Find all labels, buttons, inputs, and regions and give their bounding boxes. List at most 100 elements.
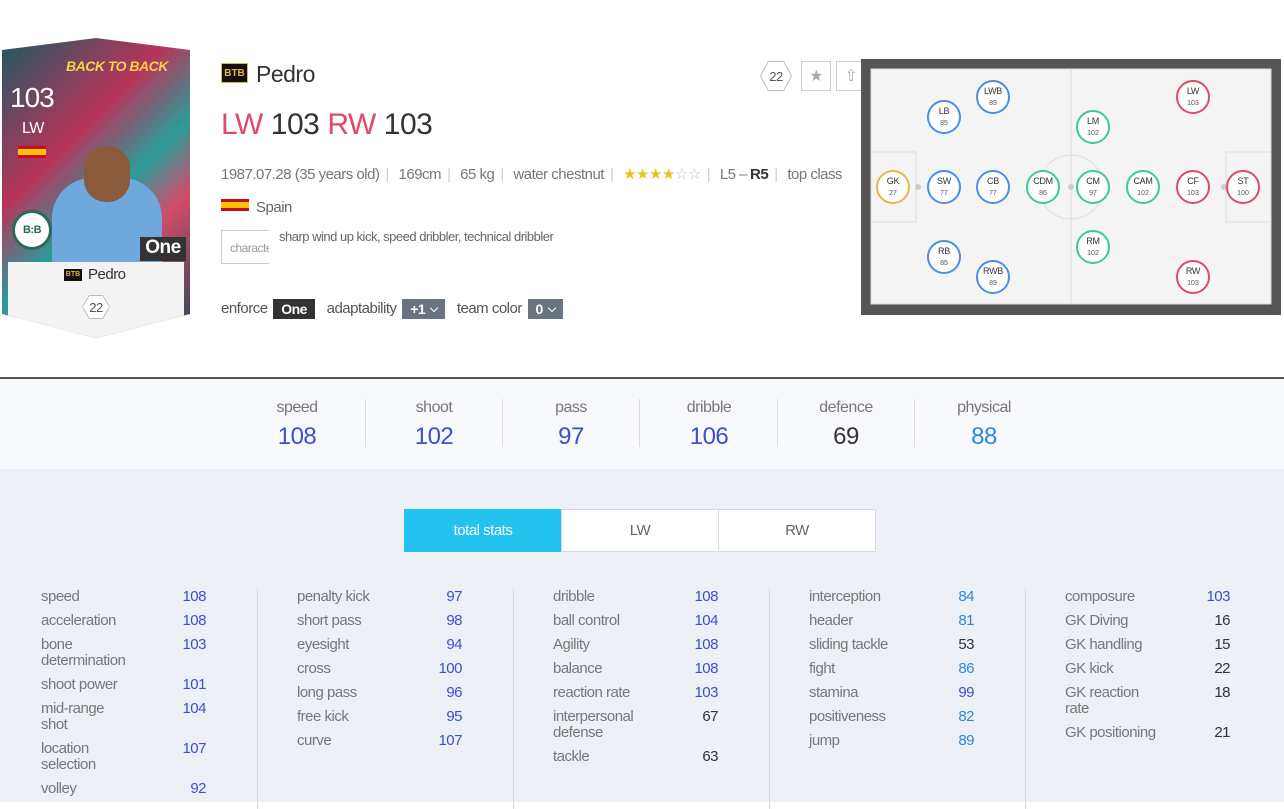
summary-divider: [502, 399, 503, 447]
formation-pitch: GK 27 LB 85 SW 77 RB 85 LWB 89 CB 77 RWB 89 CDM 86 LM 102…: [861, 59, 1281, 315]
node-value: 77: [940, 190, 948, 197]
birth: 1987.07.28 (35 years old): [221, 166, 380, 183]
stat-row: long pass 96: [297, 684, 463, 701]
position-node: [1176, 260, 1210, 294]
summary-label: physical: [957, 399, 1011, 416]
node-position: LB: [939, 106, 950, 116]
stat-label: mid-range shot: [41, 700, 105, 733]
stat-row: header 81: [809, 613, 975, 629]
stat-value: 86: [958, 660, 974, 677]
column-divider: [257, 589, 258, 809]
stat-row: GK Diving 16: [1065, 612, 1231, 629]
position-node: [927, 100, 961, 134]
stat-label: speed: [41, 588, 80, 605]
card-badge: One: [140, 237, 186, 261]
summary-label: defence: [819, 399, 873, 416]
stat-row: short pass 98: [297, 612, 463, 629]
pitch-spot: [1068, 184, 1074, 190]
stat-value: 104: [182, 700, 206, 717]
stat-label: interpersonal defense: [553, 708, 634, 741]
tab[interactable]: LW: [561, 509, 719, 552]
stat-value: 18: [1214, 684, 1230, 701]
stat-row: speed 108: [41, 588, 207, 605]
stat-label: shoot power: [41, 676, 118, 693]
stat-label: eyesight: [297, 636, 349, 653]
characteristic-label: characteristic: [221, 230, 269, 264]
tab[interactable]: RW: [718, 509, 876, 552]
stat-label: Agility: [553, 636, 590, 653]
player-head: [84, 146, 130, 202]
stat-row: GK handling 15: [1065, 637, 1231, 653]
column-divider: [769, 589, 770, 809]
adaptability-select[interactable]: +1: [402, 299, 446, 319]
position-node: [1026, 170, 1060, 204]
nation: Spain: [256, 199, 292, 216]
stat-label: balance: [553, 660, 603, 677]
enforce-select[interactable]: One: [273, 299, 315, 319]
stat-row: volley 92: [41, 780, 207, 797]
adaptability-value: +1: [410, 301, 426, 317]
stat-label: GK Diving: [1065, 612, 1129, 629]
player-name: Pedro: [256, 61, 315, 87]
summary-label: speed: [276, 399, 318, 416]
stat-value: 108: [694, 588, 718, 605]
stat-row: dribble 108: [553, 588, 719, 605]
stat-row: fight 86: [809, 660, 975, 677]
stat-value: 103: [182, 636, 206, 653]
stat-row: balance 108: [553, 660, 719, 677]
node-position: CF: [1187, 176, 1199, 186]
stats-column: composure 103 GK Diving 16 GK handling 15 GK k…: [1065, 588, 1231, 749]
position-node: [1076, 230, 1110, 264]
grade: top class: [787, 166, 843, 183]
stat-label: GK positioning: [1065, 724, 1156, 741]
node-value: 103: [1187, 280, 1199, 287]
stat-label: free kick: [297, 708, 349, 725]
stat-value: 16: [1214, 612, 1230, 629]
adaptability-label: adaptability: [326, 299, 397, 317]
summary-value: 108: [277, 423, 317, 450]
stat-value: 96: [446, 684, 462, 701]
position-name: LW: [221, 108, 263, 141]
stat-row: eyesight 94: [297, 636, 463, 653]
position-node: [1176, 170, 1210, 204]
node-position: ST: [1238, 176, 1250, 186]
stat-row: GK reaction rate 18: [1065, 684, 1231, 717]
card-flag: [18, 146, 46, 158]
level-hex[interactable]: 22: [760, 61, 792, 91]
card-season: BACK TO BACK: [66, 58, 168, 74]
summary-label: pass: [555, 399, 587, 416]
node-value: 86: [1039, 190, 1047, 197]
stat-value: 97: [446, 588, 462, 605]
stat-value: 103: [1206, 588, 1230, 605]
foot-left: L5 –: [719, 166, 748, 183]
node-value: 89: [989, 100, 997, 107]
team-color-select[interactable]: 0: [527, 299, 563, 319]
stat-value: 108: [182, 588, 206, 605]
stat-label: short pass: [297, 612, 362, 629]
node-position: SW: [937, 176, 952, 186]
stat-value: 94: [446, 636, 462, 653]
stat-label: ball control: [553, 612, 620, 629]
node-value: 103: [1187, 100, 1199, 107]
favorite-button[interactable]: ★: [801, 61, 831, 91]
node-value: 100: [1237, 190, 1249, 197]
node-position: RB: [938, 246, 950, 256]
summary-value: 102: [414, 423, 454, 450]
stat-row: reaction rate 103: [553, 685, 719, 701]
position-node: [976, 170, 1010, 204]
tab[interactable]: total stats: [404, 509, 562, 552]
stat-label: cross: [297, 660, 331, 677]
stat-value: 92: [190, 780, 206, 797]
card-tag: BTB: [64, 269, 82, 281]
stat-label: interception: [809, 588, 881, 605]
stat-value: 89: [958, 732, 974, 749]
stat-value: 107: [438, 732, 462, 749]
node-position: GK: [887, 176, 900, 186]
summary-item: shoot 102: [366, 399, 502, 451]
stat-label: volley: [41, 780, 77, 797]
stat-row: penalty kick 97: [297, 588, 463, 605]
stat-row: composure 103: [1065, 588, 1231, 605]
info-line: 1987.07.28 (35 years old) | 169cm | 65 kg |…: [221, 166, 843, 183]
summary-divider: [365, 399, 366, 447]
summary-band: speed 108 shoot 102 pass 97 dribble 106 defence 6…: [0, 377, 1284, 469]
